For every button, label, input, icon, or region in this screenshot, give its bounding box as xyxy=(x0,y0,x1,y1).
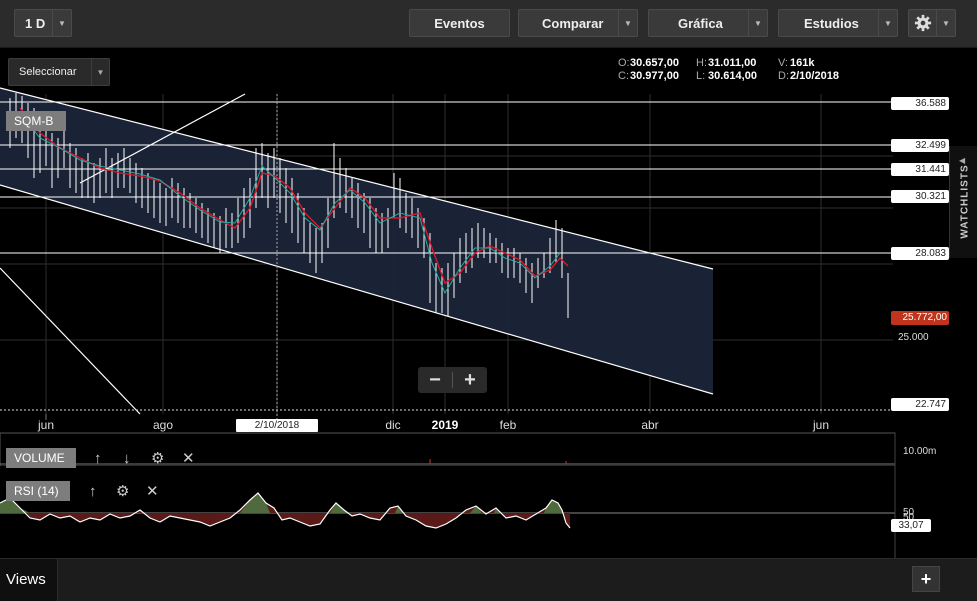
x-tick-dic: dic xyxy=(385,418,400,432)
estudios-label: Estudios xyxy=(804,15,859,31)
zoom-control: − + xyxy=(418,367,487,393)
channel-top-line[interactable] xyxy=(0,87,714,270)
gear-icon[interactable]: ⚙ xyxy=(151,450,165,467)
price-label-28083: 28.083 xyxy=(891,247,949,260)
chevron-left-icon: ◀ xyxy=(959,156,966,165)
ohlc-readout: O: 30.657,00 H: 31.011,00 V: 161k C: 30.… xyxy=(618,57,839,83)
move-down-icon[interactable]: ↓ xyxy=(123,450,131,467)
moving-average-teal xyxy=(19,112,561,295)
settings-dropdown[interactable]: ▼ xyxy=(908,9,956,37)
chevron-down-icon: ▼ xyxy=(936,10,955,36)
high-key: H: xyxy=(696,57,707,69)
x-tick-ago: ago xyxy=(153,418,173,432)
watchlists-label: WATCHLISTS xyxy=(959,164,971,239)
price-label-31441: 31.441 xyxy=(891,163,949,176)
gear-icon[interactable]: ⚙ xyxy=(116,483,130,500)
open-value: 30.657,00 xyxy=(630,57,679,69)
price-level-lines[interactable] xyxy=(0,101,893,254)
chevron-down-icon: ▼ xyxy=(618,10,637,36)
eventos-button[interactable]: Eventos xyxy=(409,9,510,37)
rsi-axis-bottom: 50 xyxy=(903,512,915,523)
zoom-in-button[interactable]: + xyxy=(464,369,476,391)
volume-bars xyxy=(429,459,567,464)
eventos-label: Eventos xyxy=(434,15,485,31)
price-label-22747: 22.747 xyxy=(891,398,949,411)
bottom-bar: Views + xyxy=(0,558,977,601)
close-icon[interactable]: ✕ xyxy=(182,450,195,467)
last-price-label: 25.772,00 xyxy=(891,311,949,325)
channel-bottom-line[interactable] xyxy=(0,184,714,395)
price-tick-25000: 25.000 xyxy=(898,332,929,343)
chevron-down-icon: ▼ xyxy=(748,10,767,36)
views-tab[interactable]: Views xyxy=(0,559,58,601)
rsi-panel xyxy=(0,466,895,558)
price-label-36588: 36.588 xyxy=(891,97,949,110)
gear-icon xyxy=(914,14,932,32)
chevron-down-icon: ▼ xyxy=(52,10,71,36)
comparar-label: Comparar xyxy=(542,15,604,31)
crosshair-date-label: 2/10/2018 xyxy=(236,419,318,432)
price-chart[interactable]: jun ago dic 2019 feb abr jun 10.00m 50 5… xyxy=(0,48,977,558)
close-icon[interactable]: ✕ xyxy=(146,483,159,500)
symbol-tag[interactable]: SQM-B xyxy=(6,111,66,131)
watchlists-tab[interactable]: ◀ WATCHLISTS xyxy=(949,146,977,258)
top-toolbar: 1 D ▼ Eventos Comparar ▼ Gráfica ▼ Estud… xyxy=(0,0,977,48)
interval-label: 1 D xyxy=(25,15,46,31)
volume-value: 161k xyxy=(790,57,815,69)
comparar-dropdown[interactable]: Comparar ▼ xyxy=(518,9,638,37)
zoom-separator xyxy=(452,372,453,388)
drawing-select-dropdown[interactable]: Seleccionar ▼ xyxy=(8,58,110,86)
chevron-down-icon: ▼ xyxy=(91,59,109,85)
x-tick-feb: feb xyxy=(500,418,517,432)
x-tick-jun: jun xyxy=(37,418,54,432)
price-label-32499: 32.499 xyxy=(891,139,949,152)
low-key: L: xyxy=(696,70,706,82)
close-value: 30.977,00 xyxy=(630,70,679,82)
regression-channel[interactable] xyxy=(0,88,713,394)
volume-panel xyxy=(0,432,896,467)
date-value: 2/10/2018 xyxy=(790,70,839,82)
close-key: C: xyxy=(618,70,629,82)
trend-line-up[interactable] xyxy=(79,93,246,184)
moving-average-red xyxy=(19,107,569,285)
rsi-tag[interactable]: RSI (14) xyxy=(6,481,70,501)
volume-key: V: xyxy=(778,57,788,69)
estudios-dropdown[interactable]: Estudios ▼ xyxy=(778,9,898,37)
select-label: Seleccionar xyxy=(19,66,77,78)
low-value: 30.614,00 xyxy=(708,70,757,82)
grafica-label: Gráfica xyxy=(678,15,723,31)
grafica-dropdown[interactable]: Gráfica ▼ xyxy=(648,9,768,37)
price-label-30321: 30.321 xyxy=(891,190,949,203)
zoom-out-button[interactable]: − xyxy=(429,369,441,391)
date-key: D: xyxy=(778,70,789,82)
trend-line-down[interactable] xyxy=(0,267,141,415)
move-up-icon[interactable]: ↑ xyxy=(94,450,102,467)
volume-axis-label: 10.00m xyxy=(903,446,936,457)
add-view-button[interactable]: + xyxy=(912,566,940,592)
move-up-icon[interactable]: ↑ xyxy=(89,483,97,500)
volume-tag[interactable]: VOLUME xyxy=(6,448,76,468)
open-key: O: xyxy=(618,57,630,69)
high-value: 31.011,00 xyxy=(708,57,757,69)
x-axis: jun ago dic 2019 feb abr jun xyxy=(37,414,829,432)
x-tick-abr: abr xyxy=(641,418,658,432)
rsi-axis-top: 50 xyxy=(903,507,915,518)
rsi-line xyxy=(0,492,571,529)
interval-dropdown[interactable]: 1 D ▼ xyxy=(14,9,72,37)
chevron-down-icon: ▼ xyxy=(878,10,897,36)
x-tick-jun-2: jun xyxy=(812,418,829,432)
rsi-fill xyxy=(0,493,570,528)
x-tick-2019: 2019 xyxy=(432,418,459,432)
rsi-value-label: 33,07 xyxy=(891,519,931,532)
